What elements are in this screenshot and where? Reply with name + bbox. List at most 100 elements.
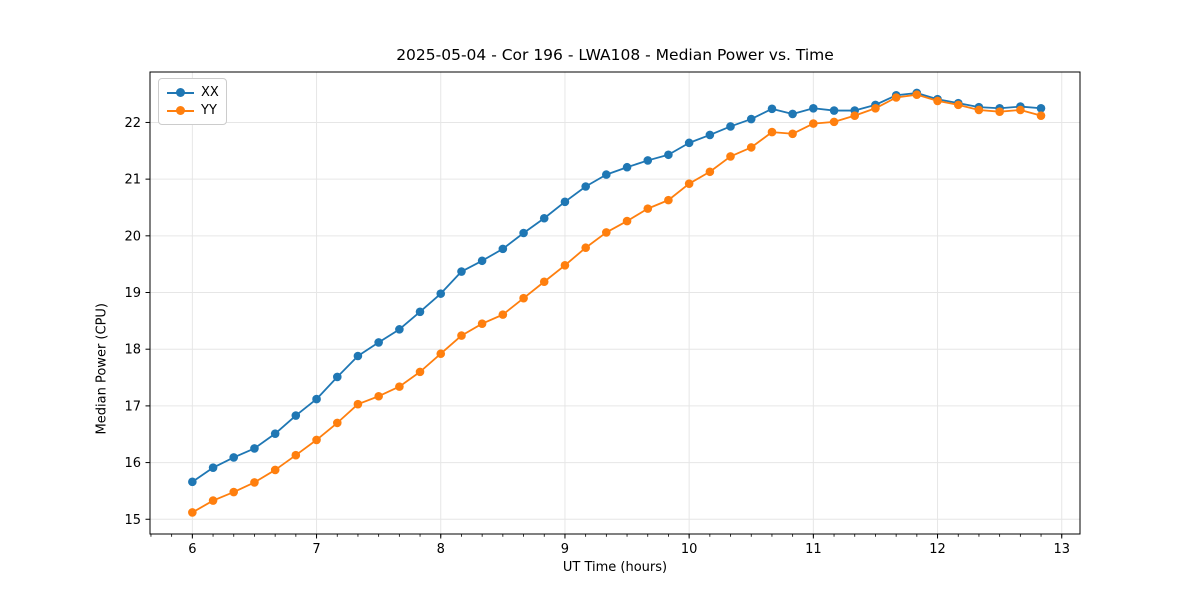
- data-point: [374, 391, 383, 401]
- data-point: [250, 444, 259, 453]
- data-point: [188, 508, 197, 517]
- x-tick-label: 7: [312, 542, 320, 557]
- data-point: [436, 289, 446, 298]
- data-point: [829, 106, 839, 115]
- legend-line-marker-icon: [167, 106, 194, 115]
- x-tick-label: 6: [188, 542, 196, 557]
- data-point: [726, 122, 735, 131]
- y-tick-label: 17: [124, 399, 141, 414]
- data-point: [188, 477, 197, 487]
- data-point: [519, 293, 528, 303]
- data-point: [498, 244, 508, 254]
- x-tick-label: 10: [681, 542, 698, 557]
- data-point: [953, 100, 963, 110]
- data-point: [457, 331, 466, 340]
- y-tick-label: 21: [124, 173, 141, 188]
- series-xx-line: [191, 92, 1042, 483]
- legend: XX YY: [158, 78, 227, 125]
- data-point: [995, 107, 1004, 116]
- legend-line-marker-icon: [167, 88, 194, 97]
- plot-frame: [149, 71, 1081, 535]
- data-point: [933, 96, 942, 106]
- data-point: [312, 435, 321, 445]
- tick-labels: 6 7 8 9 10 11 12 13 15 16 17 18 19 20 21 22: [124, 116, 1070, 557]
- data-point: [498, 310, 508, 319]
- data-point: [250, 478, 259, 487]
- data-point: [788, 129, 797, 139]
- data-point: [1016, 105, 1025, 115]
- data-point: [395, 325, 404, 334]
- data-point: [767, 127, 777, 137]
- x-tick-label: 11: [805, 542, 822, 557]
- data-point: [560, 261, 570, 270]
- x-axis-label: UT Time (hours): [562, 560, 668, 575]
- data-point: [539, 277, 549, 287]
- y-tick-label: 16: [124, 456, 141, 471]
- data-point: [705, 130, 715, 140]
- data-point: [229, 487, 239, 497]
- data-point: [643, 204, 653, 213]
- data-point: [746, 143, 756, 152]
- y-tick-label: 22: [124, 116, 141, 131]
- data-point: [850, 111, 860, 120]
- series-yy: [188, 90, 1046, 517]
- data-point: [664, 150, 673, 160]
- data-point: [539, 213, 549, 223]
- data-point: [1036, 103, 1046, 113]
- data-point: [581, 182, 590, 191]
- data-point: [415, 307, 425, 317]
- data-point: [457, 267, 466, 276]
- data-point: [809, 103, 818, 113]
- data-point: [270, 429, 280, 438]
- x-tick-label: 8: [437, 542, 445, 557]
- data-point: [312, 394, 321, 404]
- data-point: [353, 351, 363, 361]
- data-point: [270, 465, 280, 475]
- x-tick-label: 12: [929, 542, 946, 557]
- y-tick-label: 20: [124, 229, 141, 244]
- data-point: [684, 179, 694, 188]
- data-point: [788, 109, 797, 119]
- data-point: [829, 117, 839, 127]
- x-tick-label: 13: [1053, 542, 1070, 557]
- data-point: [622, 216, 632, 226]
- data-point: [664, 195, 673, 205]
- data-point: [643, 156, 653, 165]
- y-tick-label: 15: [124, 513, 141, 528]
- data-point: [560, 197, 570, 207]
- data-point: [208, 463, 218, 472]
- chart-title: 2025-05-04 - Cor 196 - LWA108 - Median P…: [396, 46, 834, 64]
- data-point: [291, 450, 301, 460]
- data-point: [809, 119, 818, 128]
- data-point: [374, 338, 383, 347]
- data-point: [291, 411, 301, 420]
- x-tick-label: 9: [561, 542, 569, 557]
- data-point: [229, 453, 239, 462]
- data-point: [208, 496, 218, 505]
- data-point: [1036, 111, 1046, 120]
- data-point: [519, 228, 528, 238]
- axis-ticks: [145, 121, 1063, 539]
- data-point: [746, 114, 756, 124]
- data-point: [974, 105, 984, 115]
- data-point: [581, 243, 590, 253]
- gridlines: [150, 72, 1080, 534]
- data-point: [477, 319, 487, 328]
- y-tick-label: 18: [124, 343, 141, 358]
- legend-item-yy: YY: [167, 102, 218, 119]
- y-axis-label-text: Median Power (CPU): [94, 303, 109, 435]
- data-point: [705, 167, 715, 177]
- data-point: [353, 399, 363, 409]
- legend-label-yy: YY: [201, 103, 217, 118]
- legend-item-xx: XX: [167, 84, 219, 101]
- data-point: [871, 103, 880, 113]
- series-xx: [188, 88, 1046, 487]
- y-tick-label: 19: [124, 286, 141, 301]
- data-point: [602, 170, 611, 179]
- data-point: [602, 228, 611, 237]
- data-point: [622, 162, 632, 172]
- legend-label-xx: XX: [201, 85, 219, 100]
- data-point: [767, 104, 777, 114]
